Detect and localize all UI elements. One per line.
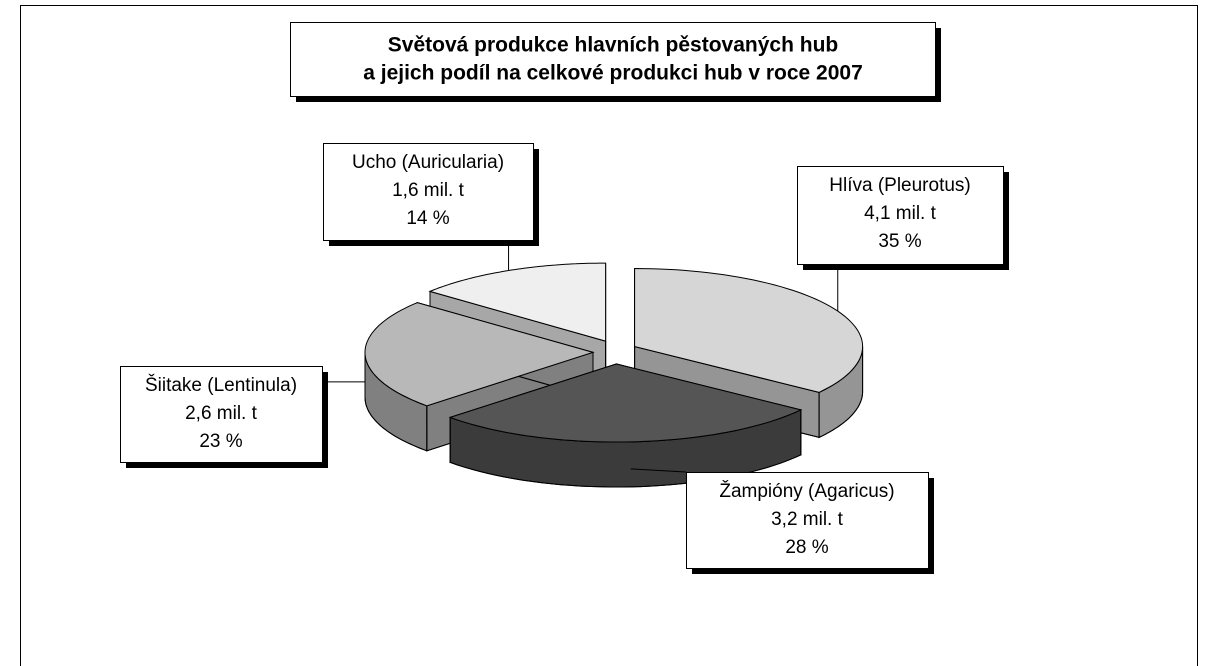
label-amount: 4,1 mil. t <box>864 203 937 224</box>
label-value: 23 % <box>199 431 242 452</box>
label-category: Hlíva (Pleurotus) <box>829 175 971 196</box>
slice <box>364 302 595 407</box>
label-box <box>323 143 534 241</box>
label-amount: 3,2 mil. t <box>771 509 844 530</box>
label-category: Ucho (Auricularia) <box>352 152 504 173</box>
label-value: 14 % <box>406 208 449 229</box>
label-value: 35 % <box>878 231 921 252</box>
label-category: Žampióny (Agaricus) <box>719 480 894 502</box>
pie <box>364 262 864 488</box>
label-box <box>120 366 323 463</box>
leader-line <box>630 468 687 473</box>
title-box <box>290 22 936 97</box>
chart-title: a jejich podíl na celkové produkci hub v… <box>363 62 863 85</box>
label-box <box>686 472 929 569</box>
label-amount: 1,6 mil. t <box>392 180 465 201</box>
label-box <box>797 166 1004 265</box>
slice <box>448 363 803 443</box>
label-value: 28 % <box>785 537 828 558</box>
chart-frame <box>20 5 1198 666</box>
chart-title: Světová produkce hlavních pěstovaných hu… <box>388 34 838 57</box>
label-amount: 2,6 mil. t <box>185 403 258 424</box>
label-category: Šiitake (Lentinula) <box>145 374 297 396</box>
